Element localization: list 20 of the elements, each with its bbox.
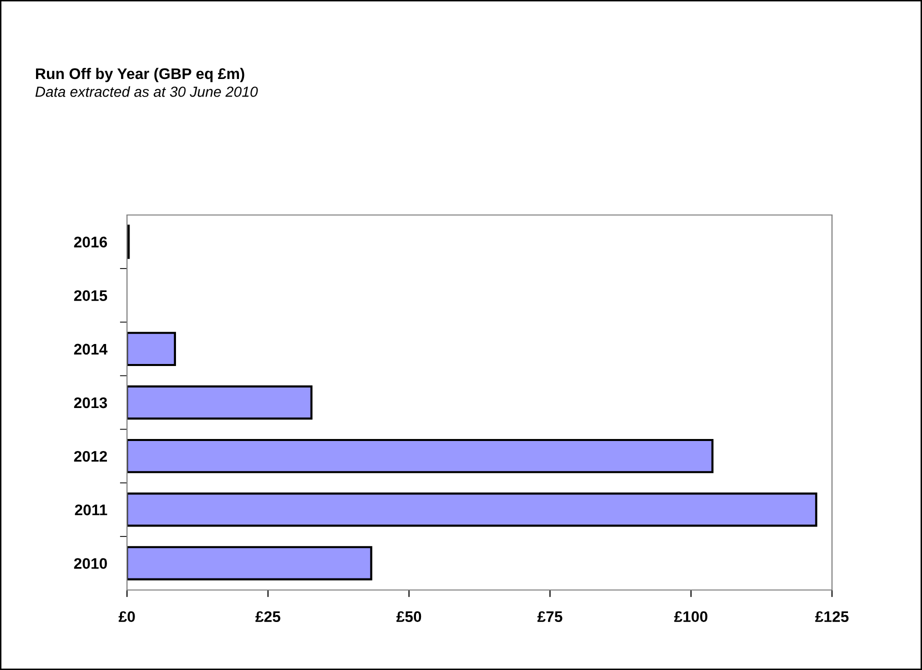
y-tick-label: 2014 [74, 344, 108, 355]
bar [127, 492, 818, 527]
y-tick-label: 2010 [74, 558, 107, 569]
y-tick-label: 2016 [74, 236, 108, 248]
x-tick-label: £50 [396, 611, 422, 622]
y-tick-label: 2013 [74, 397, 108, 408]
chart-title: Run Off by Year (GBP eq £m) [36, 68, 244, 82]
x-tick-label: £25 [255, 611, 280, 622]
y-tick-label: 2012 [74, 450, 107, 462]
bar [127, 385, 312, 420]
x-tick-label: £100 [674, 611, 708, 622]
bar [127, 438, 714, 474]
x-tick-label: £75 [537, 611, 562, 622]
y-tick-label: 2015 [74, 290, 108, 302]
bar [127, 546, 372, 580]
y-tick-label: 2011 [74, 504, 108, 516]
chart-subtitle: Data extracted as at 30 June 2010 [35, 86, 258, 97]
x-tick-label: £125 [815, 611, 849, 622]
x-tick-label: £0 [118, 611, 135, 622]
bar [127, 332, 176, 366]
